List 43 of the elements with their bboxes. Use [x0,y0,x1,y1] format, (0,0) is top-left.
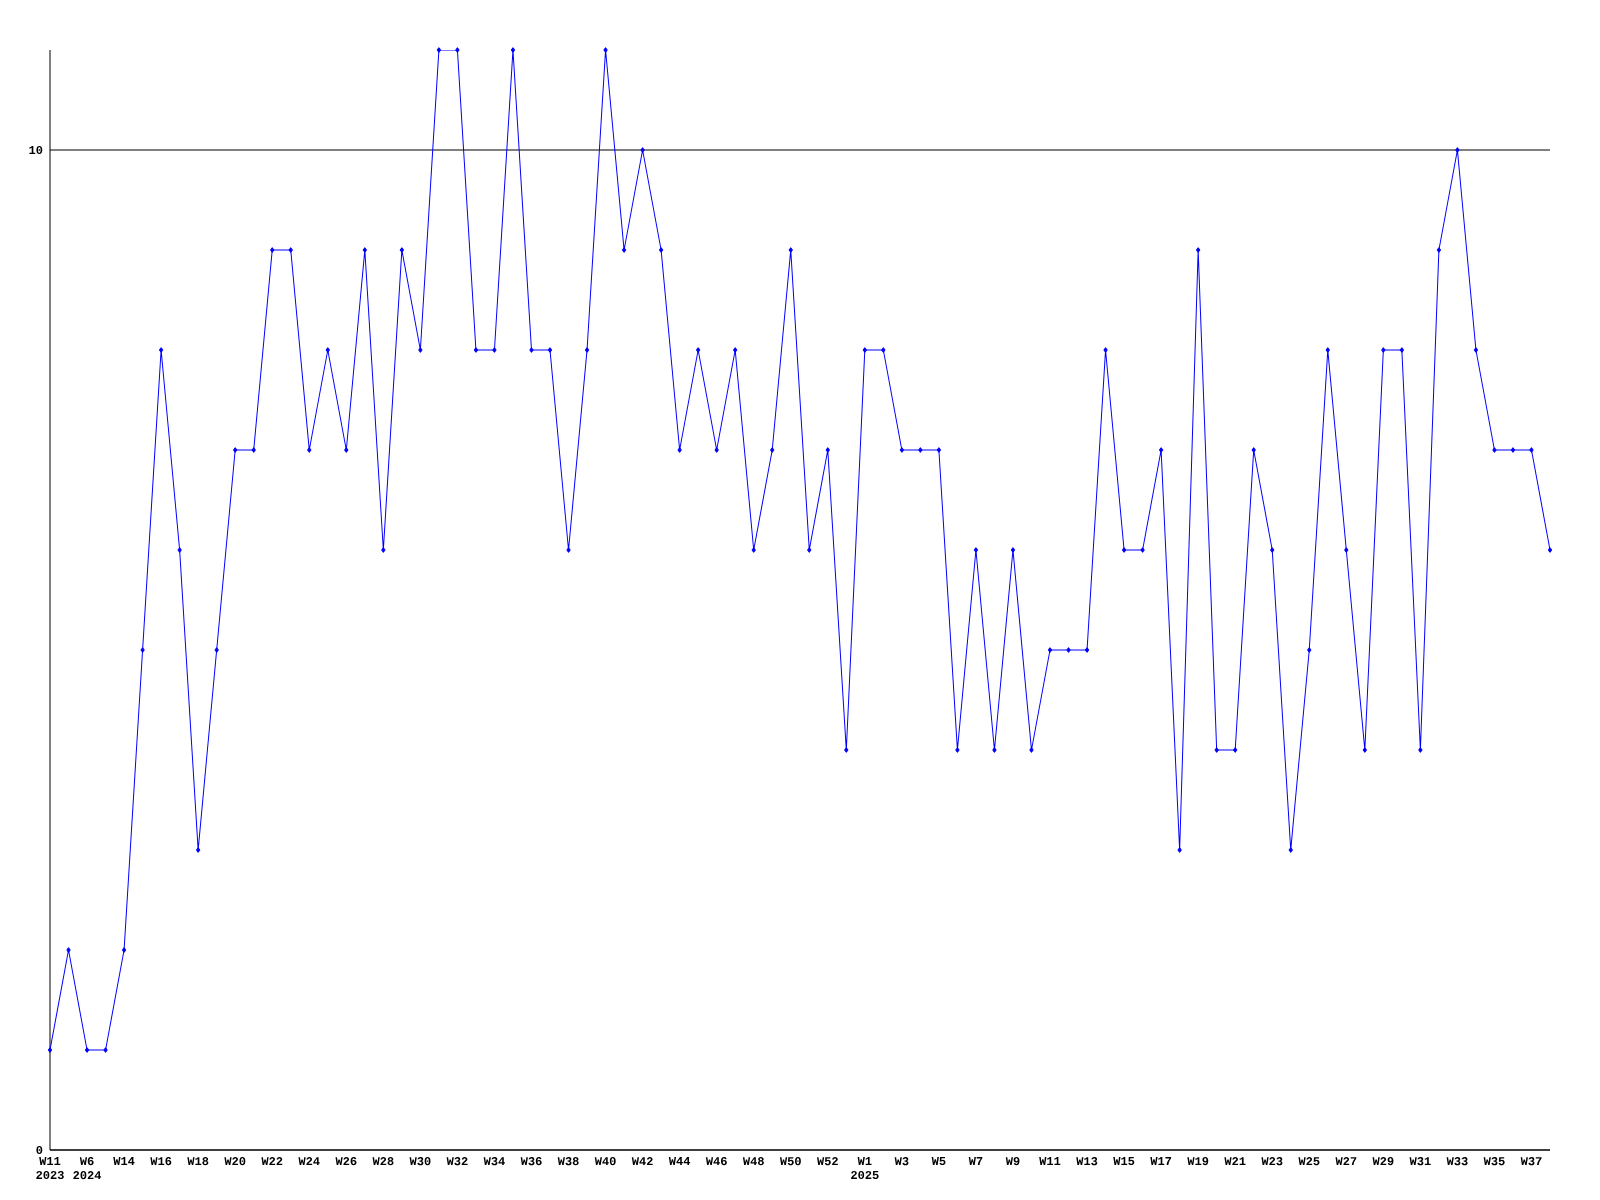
x-tick-label: W24 [298,1157,320,1166]
x-tick-label: W25 [1298,1157,1320,1166]
x-tick-label: W52 [816,1157,838,1166]
x-tick-label: W40 [594,1157,616,1166]
x-tick-label: W50 [779,1157,801,1166]
x-tick-label: W6 2024 [73,1157,102,1180]
x-tick-label: W33 [1446,1157,1468,1166]
y-tick-label: 0 [36,1145,43,1155]
x-tick-label: W35 [1483,1157,1505,1166]
x-tick-label: W21 [1224,1157,1246,1166]
x-tick-label: W38 [557,1157,579,1166]
x-tick-label: W42 [631,1157,653,1166]
x-tick-label: W46 [705,1157,727,1166]
x-tick-label: W18 [187,1157,209,1166]
x-tick-label: W29 [1372,1157,1394,1166]
x-tick-label: W44 [668,1157,691,1165]
x-tick-label: W11 [1039,1157,1061,1165]
y-tick-label: 10 [29,145,43,155]
x-tick-label: W36 [520,1157,542,1166]
x-tick-label: W5 [931,1157,946,1166]
x-tick-label: W1 2025 [851,1157,879,1180]
x-tick-label: W30 [409,1157,431,1166]
x-tick-label: W23 [1261,1157,1283,1166]
x-tick-label: W7 [968,1157,983,1165]
x-tick-label: W27 [1335,1157,1357,1166]
x-tick-label: W37 [1520,1157,1542,1166]
x-tick-label: W48 [742,1157,764,1166]
x-tick-label: W34 [483,1157,505,1166]
x-tick-label: W26 [335,1157,357,1166]
x-tick-label: W20 [224,1157,246,1166]
x-tick-label: W11 2023 [36,1157,64,1180]
x-tick-label: W28 [372,1157,394,1166]
x-tick-label: W17 [1150,1157,1172,1165]
x-tick-label: W13 [1076,1157,1098,1166]
x-tick-label: W22 [261,1157,283,1166]
x-tick-label: W31 [1409,1157,1431,1166]
x-tick-label: W14 [113,1157,135,1165]
x-tick-label: W15 [1113,1157,1135,1166]
x-tick-label: W9 [1005,1157,1020,1166]
x-tick-label: W32 [446,1157,468,1166]
x-tick-label: W3 [894,1157,909,1166]
x-tick-label: W16 [150,1157,172,1166]
x-tick-label: W19 [1187,1157,1209,1166]
